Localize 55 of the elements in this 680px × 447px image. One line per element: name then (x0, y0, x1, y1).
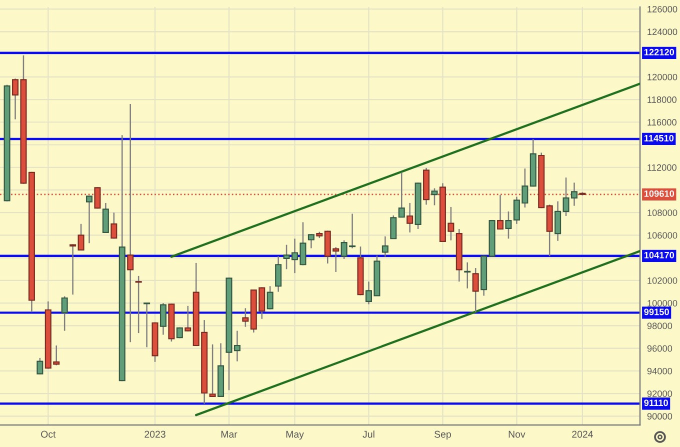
y-tick-label: 124000 (648, 28, 678, 36)
candlestick (505, 210, 512, 240)
y-tick-label: 106000 (648, 232, 678, 239)
candlestick (554, 200, 562, 242)
y-tick-label: 108000 (648, 210, 678, 216)
ref-line-label: 122120 (644, 48, 674, 56)
x-tick-label: Sep (434, 430, 451, 440)
candlestick (472, 267, 479, 313)
x-tick-label: Oct (41, 430, 56, 438)
ref-line-label: 114510 (644, 134, 674, 142)
y-tick-label: 116000 (648, 119, 676, 126)
y-tick-label: 92000 (647, 390, 672, 397)
candlestick (275, 256, 282, 292)
candlestick (135, 275, 142, 334)
candlestick (160, 302, 166, 336)
y-tick-label: 120000 (648, 74, 678, 80)
ref-line-label: 109610 (644, 190, 674, 197)
y-tick-label: 126000 (648, 6, 678, 12)
candlestick (464, 262, 471, 290)
candlestick (61, 296, 68, 332)
candlestick (234, 330, 240, 362)
candlestick (184, 305, 192, 332)
y-tick-label: 112000 (648, 164, 676, 171)
candlestick (431, 188, 438, 206)
candlestick (70, 244, 76, 296)
x-tick-label: 2024 (572, 430, 593, 438)
y-tick-label: 98000 (647, 322, 672, 330)
y-tick-label: 118000 (648, 96, 676, 103)
candlestick (398, 172, 405, 218)
y-tick-label: 96000 (647, 345, 672, 352)
candlestick (242, 308, 249, 328)
candlestick (382, 236, 388, 258)
candlestick (78, 223, 84, 252)
candlestick (308, 233, 314, 249)
x-tick-label: 2023 (144, 430, 166, 438)
x-tick-label: Mar (221, 430, 238, 438)
y-tick-label: 100000 (648, 300, 678, 306)
candlestick (406, 202, 414, 234)
candlestick (209, 344, 216, 398)
y-tick-label: 90000 (647, 413, 672, 420)
y-tick-label: 102000 (648, 277, 678, 284)
candlestick (266, 285, 274, 310)
ref-line-label: 104170 (644, 252, 674, 258)
x-tick-label: Nov (508, 430, 526, 438)
candlestick (144, 302, 150, 348)
candlestick (110, 212, 118, 240)
candlestick (102, 202, 109, 234)
candlestick (390, 214, 397, 240)
candlestick (36, 357, 44, 375)
y-tick-label: 94000 (647, 368, 672, 374)
x-tick-label: Jul (362, 430, 374, 438)
candlestick (86, 195, 93, 244)
ref-line-label: 99150 (644, 308, 669, 316)
x-tick-label: May (286, 430, 304, 440)
ref-line-label: 91110 (644, 400, 668, 406)
